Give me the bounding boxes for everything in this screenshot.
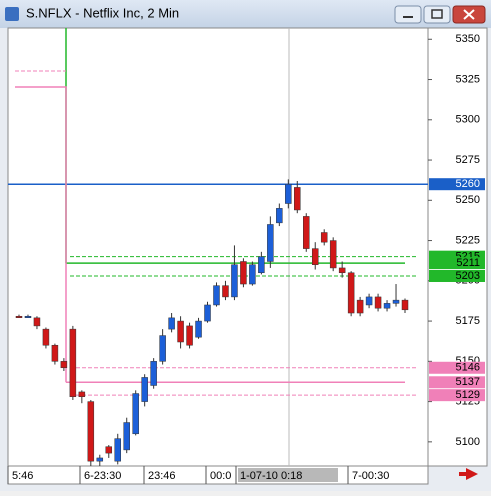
y-tick-label: 5175 — [456, 315, 480, 327]
level-label: 5146 — [456, 362, 480, 374]
candle-body — [150, 361, 157, 386]
y-tick-label: 5350 — [456, 33, 480, 45]
level-badge — [429, 376, 485, 389]
candle-body — [347, 272, 355, 314]
y-tick-label: 5250 — [456, 194, 480, 206]
y-tick-label: 5225 — [456, 234, 480, 246]
app-icon — [5, 7, 19, 21]
candle-body — [311, 248, 319, 265]
candle-body — [159, 335, 166, 362]
level-badge — [429, 178, 485, 191]
candle-body — [51, 344, 59, 362]
candle-body — [240, 261, 247, 285]
candle-body — [141, 377, 148, 402]
candle-body — [267, 224, 274, 262]
minimize-button[interactable] — [394, 5, 422, 24]
candle-body — [168, 317, 175, 330]
candle-body — [249, 264, 256, 285]
candle-body — [204, 304, 211, 322]
x-tick-label: 00:0 — [210, 470, 231, 482]
candle-body — [114, 438, 121, 462]
level-badge — [429, 250, 485, 263]
candle-body — [213, 285, 220, 306]
candle-body — [87, 401, 95, 462]
candle-body — [276, 208, 283, 224]
candle-body — [383, 303, 391, 309]
candle-body — [69, 328, 77, 398]
y-tick-label: 5300 — [456, 114, 480, 126]
candle-body — [222, 285, 229, 298]
candle-body — [105, 446, 113, 454]
candle-body — [78, 391, 86, 398]
candle-body — [338, 267, 346, 274]
candle-body — [96, 457, 104, 462]
level-label: 5211 — [456, 257, 480, 269]
level-badge — [429, 269, 485, 282]
candle-body — [392, 299, 400, 304]
x-label-highlight — [238, 468, 338, 482]
close-icon — [463, 9, 475, 20]
candle-body — [365, 296, 373, 306]
x-tick-label: 23:46 — [148, 470, 176, 482]
candle-body — [374, 296, 382, 309]
y-tick-label: 5325 — [456, 73, 480, 85]
candle-body — [24, 315, 32, 318]
candle-body — [42, 328, 50, 346]
candle-body — [401, 299, 409, 311]
candle-body — [231, 264, 238, 298]
x-tick-label: 7-00:30 — [352, 470, 389, 482]
maximize-button[interactable] — [423, 5, 451, 24]
window-title: S.NFLX - Netflix Inc, 2 Min — [26, 5, 179, 20]
plot-area — [7, 27, 429, 467]
candle-body — [186, 325, 193, 346]
pink-step — [15, 86, 67, 383]
candle-body — [15, 315, 23, 318]
y-tick-label: 5100 — [456, 436, 480, 448]
x-tick-label: 1-07-10 0:18 — [240, 470, 302, 482]
plot: 5100512551505175520052255250527553005325… — [7, 28, 485, 484]
candle-body — [258, 256, 265, 274]
x-tick-label: 5:46 — [12, 470, 33, 482]
candle-body — [294, 187, 301, 211]
y-tick-label: 5275 — [456, 154, 480, 166]
x-tick-label: 6-23:30 — [84, 470, 121, 482]
level-label: 5203 — [456, 270, 480, 282]
level-badge — [429, 389, 485, 402]
candle-body — [123, 422, 130, 451]
level-label: 5260 — [456, 178, 480, 190]
level-label: 5137 — [456, 376, 480, 388]
level-badge — [429, 361, 485, 374]
level-label: 5129 — [456, 389, 480, 401]
candle-body — [320, 232, 328, 243]
candle-body — [177, 320, 184, 343]
candle-body — [33, 317, 41, 327]
candle-body — [356, 299, 364, 314]
candle-body — [195, 320, 202, 338]
level-badge — [429, 257, 485, 270]
maximize-icon — [431, 9, 443, 19]
candle-body — [132, 393, 139, 435]
candle-body — [285, 183, 292, 204]
candle-body — [303, 216, 310, 249]
candle-body — [329, 240, 337, 269]
scroll-arrow[interactable] — [459, 468, 478, 480]
candle-body — [60, 361, 68, 369]
window-buttons[interactable] — [394, 5, 486, 24]
